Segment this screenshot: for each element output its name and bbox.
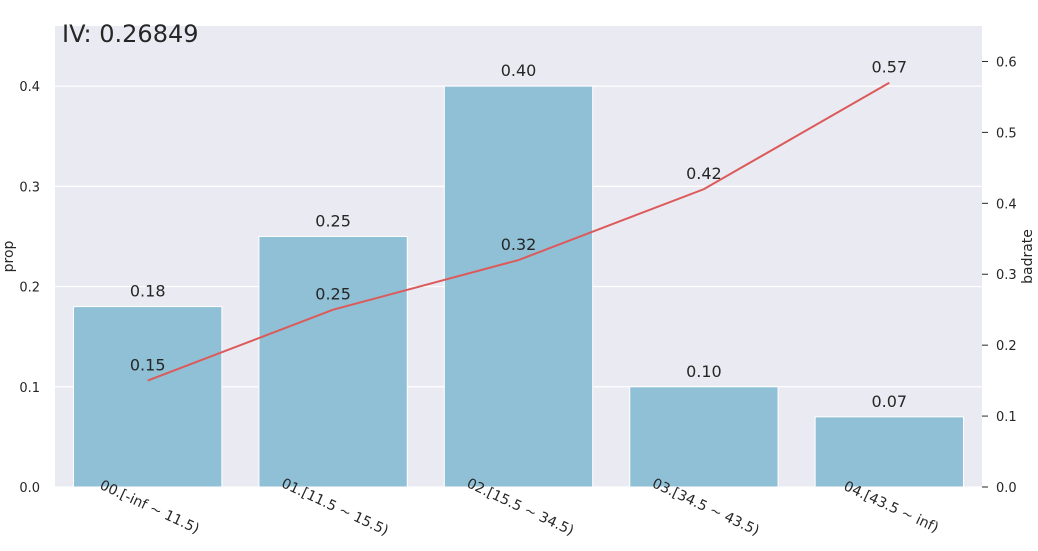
y2-tick-label: 0.2 xyxy=(996,339,1017,354)
y2-tick-label: 0.5 xyxy=(996,126,1017,141)
badrate-line xyxy=(147,81,890,382)
line-value-label: 0.32 xyxy=(501,235,537,254)
bar xyxy=(629,386,779,488)
chart-title: IV: 0.26849 xyxy=(62,20,199,48)
y2-tick-label: 0.1 xyxy=(996,410,1017,425)
right-axis: 0.0 0.1 0.2 0.3 0.4 0.5 0.6 xyxy=(982,55,1017,496)
y2-tick-label: 0.6 xyxy=(996,55,1017,70)
bar-value-label: 0.10 xyxy=(686,362,722,381)
line-series: 0.15 0.25 0.32 0.42 0.57 xyxy=(130,58,907,382)
bar-series: 0.18 0.25 0.40 0.10 0.07 xyxy=(73,61,964,488)
line-value-label: 0.15 xyxy=(130,356,166,375)
line-value-label: 0.57 xyxy=(871,58,907,77)
y-axis-title: prop xyxy=(1,240,17,272)
y2-tick-label: 0.0 xyxy=(996,481,1017,496)
y-tick-label: 0.2 xyxy=(19,281,40,296)
left-axis: 0.0 0.1 0.2 0.3 0.4 xyxy=(19,80,40,496)
bar-value-label: 0.25 xyxy=(315,211,351,230)
bar xyxy=(443,85,594,488)
y-tick-label: 0.3 xyxy=(19,180,40,195)
bar xyxy=(73,306,223,488)
y-tick-label: 0.4 xyxy=(19,80,40,95)
y2-tick-label: 0.3 xyxy=(996,268,1017,283)
bar-value-label: 0.18 xyxy=(130,282,166,301)
y-tick-label: 0.1 xyxy=(19,381,40,396)
y-tick-label: 0.0 xyxy=(19,481,40,496)
bar xyxy=(258,235,408,488)
bar-value-label: 0.07 xyxy=(871,392,907,411)
y2-tick-label: 0.4 xyxy=(996,197,1017,212)
bar-value-label: 0.40 xyxy=(501,61,537,80)
line-value-label: 0.25 xyxy=(315,285,351,304)
y2-axis-title: badrate xyxy=(1020,229,1036,284)
line-value-label: 0.42 xyxy=(686,164,722,183)
bar xyxy=(814,416,964,488)
